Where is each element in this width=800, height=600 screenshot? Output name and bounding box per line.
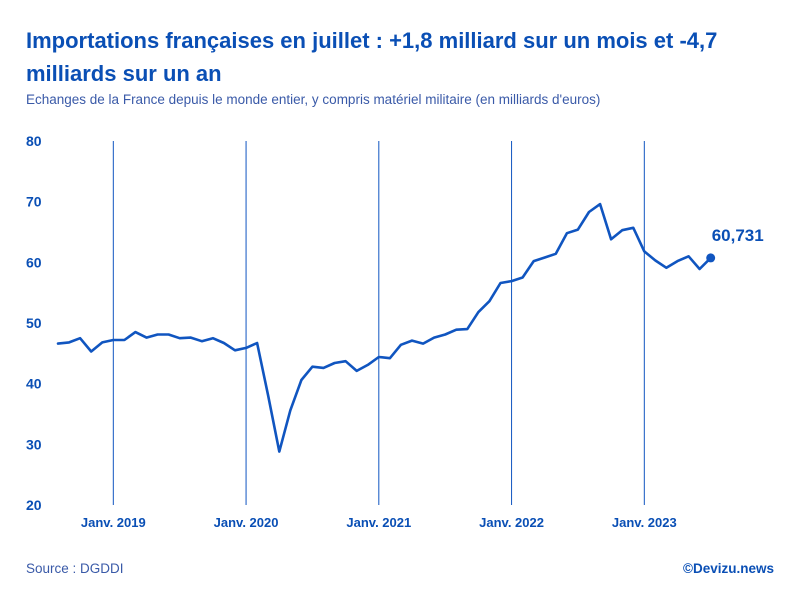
y-axis-ticks: 20 30 40 50 60 70 80 <box>26 133 42 513</box>
y-tick-label: 20 <box>26 497 42 513</box>
y-tick-label: 50 <box>26 315 42 331</box>
x-tick-label: Janv. 2023 <box>612 515 677 530</box>
y-tick-label: 30 <box>26 436 42 452</box>
y-tick-label: 80 <box>26 133 42 149</box>
last-point-marker <box>706 253 716 263</box>
chart-title: Importations françaises en juillet : +1,… <box>26 28 718 86</box>
x-tick-label: Janv. 2020 <box>214 515 279 530</box>
x-tick-label: Janv. 2019 <box>81 515 146 530</box>
series-line-importations <box>56 202 713 453</box>
credit-link[interactable]: ©Devizu.news <box>683 561 774 576</box>
x-axis-ticks: Janv. 2019 Janv. 2020 Janv. 2021 Janv. 2022… <box>81 515 677 530</box>
x-tick-label: Janv. 2021 <box>346 515 411 530</box>
x-tick-label: Janv. 2022 <box>479 515 544 530</box>
year-separator-lines <box>112 141 645 505</box>
chart-subtitle: Echanges de la France depuis le monde en… <box>26 92 601 107</box>
y-tick-label: 70 <box>26 194 42 210</box>
y-tick-label: 60 <box>26 254 42 270</box>
series-group: 60,731 <box>56 202 764 453</box>
y-tick-label: 40 <box>26 376 42 392</box>
last-value-label: 60,731 <box>712 226 764 245</box>
source-note: Source : DGDDI <box>26 561 124 576</box>
